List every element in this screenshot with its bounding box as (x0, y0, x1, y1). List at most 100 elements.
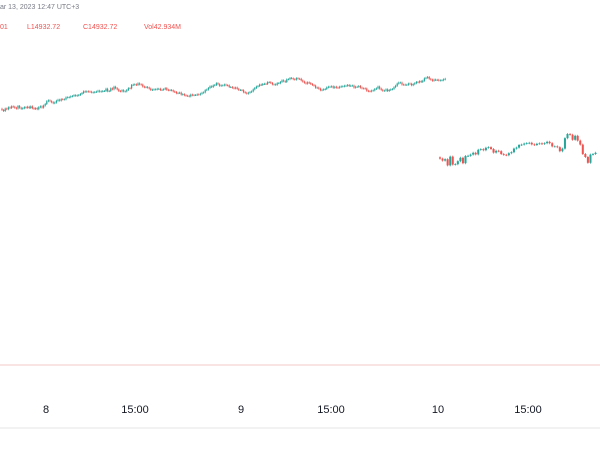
candle-down (292, 78, 294, 80)
candle-down (576, 135, 579, 141)
candle-up (343, 85, 346, 87)
candle-down (584, 154, 587, 157)
candle-up (316, 87, 318, 89)
candle-up (423, 78, 426, 81)
candle-down (420, 81, 422, 82)
candle-up (199, 93, 202, 95)
candle-down (174, 91, 176, 93)
candle-down (238, 88, 240, 90)
candle-down (548, 141, 551, 144)
candle-down (290, 78, 293, 79)
candle-up (78, 95, 80, 96)
candle-down (410, 83, 413, 86)
candle-up (398, 82, 400, 84)
candle-up (132, 84, 134, 86)
candle-down (36, 108, 38, 110)
candle-down (428, 77, 430, 79)
candle-up (346, 85, 349, 86)
candle-down (569, 134, 572, 135)
candle-up (57, 99, 59, 101)
candle-down (431, 79, 434, 81)
candle-up (22, 108, 24, 109)
candle-up (207, 88, 210, 90)
candle-down (551, 143, 554, 147)
candle-down (497, 150, 500, 152)
candle-down (6, 108, 8, 110)
candle-up (479, 149, 482, 150)
legend-open-value: 01 (0, 24, 8, 31)
candle-up (17, 106, 19, 109)
candle-up (472, 152, 475, 155)
candle-up (266, 82, 269, 84)
candle-up (402, 84, 405, 86)
candle-down (366, 88, 368, 91)
candle-down (191, 94, 194, 96)
candle-down (28, 106, 30, 108)
candle-up (415, 82, 418, 84)
candle-down (282, 80, 285, 82)
candle-up (156, 88, 158, 90)
candle-up (406, 84, 408, 86)
candle-down (111, 88, 114, 90)
candle-up (39, 106, 42, 108)
candle-down (302, 80, 304, 82)
candle-up (186, 95, 189, 97)
candle-down (271, 83, 274, 85)
candle-down (305, 82, 307, 84)
candle-up (204, 90, 206, 93)
candle-down (260, 84, 262, 86)
candle-down (409, 83, 411, 85)
candle-up (121, 90, 123, 92)
candle-up (44, 104, 46, 106)
candle-down (404, 84, 406, 86)
candle-down (297, 78, 299, 79)
candle-up (164, 88, 166, 90)
candle-down (378, 86, 381, 89)
candle-up (23, 107, 26, 109)
legend-volume-value: Vol42.934M (144, 24, 181, 31)
candle-up (10, 106, 13, 108)
candle-up (286, 79, 288, 82)
candle-down (380, 88, 382, 90)
candle-up (66, 97, 69, 99)
candle-up (298, 78, 301, 80)
candle-up (38, 107, 40, 110)
ohlc-legend: ar 13, 2023 12:47 UTC+3 01 L14932.72 C14… (0, 0, 600, 40)
candle-up (375, 88, 378, 90)
candle-down (500, 151, 503, 154)
candle-down (218, 84, 221, 86)
candle-up (487, 147, 490, 148)
x-tick-label: 15:00 (317, 404, 345, 416)
candle-up (46, 101, 48, 104)
candle-up (436, 79, 438, 81)
candle-down (294, 79, 296, 80)
candle-down (265, 83, 267, 85)
candle-down (140, 84, 142, 86)
candle-up (329, 86, 331, 88)
candle-up (561, 148, 564, 152)
candle-up (137, 83, 139, 85)
candle-up (201, 92, 203, 94)
candle-up (134, 84, 136, 86)
candle-down (129, 88, 131, 89)
candle-up (370, 90, 373, 92)
candle-up (374, 89, 376, 91)
candle-up (178, 92, 181, 94)
candle-down (434, 79, 437, 81)
candle-down (284, 81, 286, 82)
candle-up (340, 86, 342, 88)
candle-up (239, 90, 242, 91)
time-axis[interactable]: 8 15:00 9 15:00 10 15:00 (43, 404, 542, 416)
candle-down (308, 82, 310, 84)
candle-down (122, 90, 125, 92)
candle-down (167, 89, 170, 91)
candle-up (68, 97, 70, 98)
candle-up (439, 80, 442, 82)
candle-down (142, 84, 144, 87)
candle-up (268, 82, 270, 83)
candle-down (185, 95, 187, 96)
candle-up (327, 86, 330, 88)
x-tick-label: 10 (432, 404, 444, 416)
candle-up (158, 88, 160, 90)
